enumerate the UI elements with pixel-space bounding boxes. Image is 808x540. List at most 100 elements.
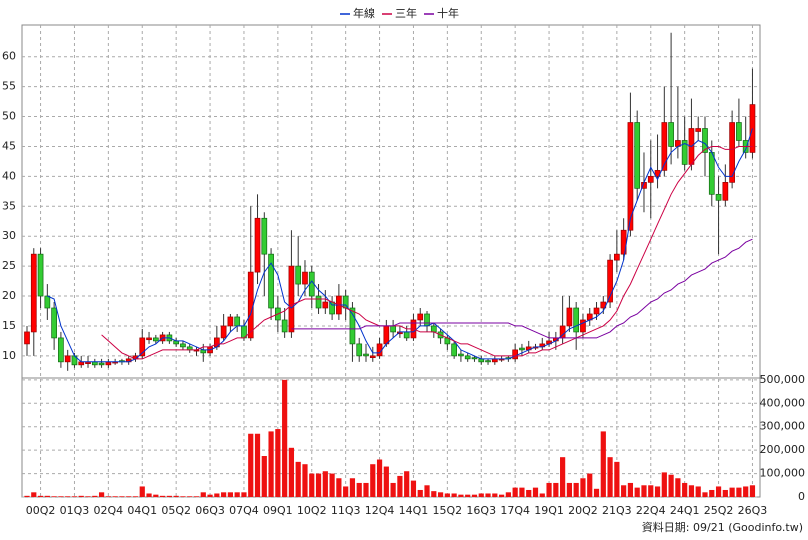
y-tick-label: 60 (2, 50, 16, 63)
candle-body (695, 128, 702, 132)
candle-body (485, 360, 491, 363)
volume-bar (227, 492, 233, 497)
volume-bar (343, 486, 349, 497)
volume-bar (560, 457, 566, 497)
legend: 年線 三年 十年 (340, 6, 459, 20)
plot-frame (21, 24, 761, 498)
y-tick-label: 20 (2, 289, 16, 302)
volume-bar (512, 487, 518, 497)
volume-bar (715, 486, 722, 497)
volume-bar (553, 482, 559, 497)
volume-bar (309, 473, 315, 497)
candle-body (180, 343, 186, 348)
x-tick-label: 17Q4 (500, 504, 530, 517)
candle-body (37, 253, 44, 297)
volume-bar (153, 494, 159, 497)
candle-body (458, 353, 464, 357)
candle-body (24, 331, 30, 345)
candle-body (139, 337, 146, 357)
volume-bar (261, 456, 267, 497)
candle-body (417, 313, 424, 321)
volume-bar (444, 493, 450, 497)
x-tick-label: 22Q4 (636, 504, 666, 517)
volume-bar (410, 480, 417, 497)
candle-body (227, 316, 234, 327)
candle-body (295, 265, 302, 285)
y-tick-label: 55 (2, 80, 16, 93)
volume-bar (105, 496, 111, 497)
x-tick-label: 24Q1 (670, 504, 700, 517)
volume-bar (431, 491, 437, 497)
volume-bar (275, 429, 281, 497)
volume-bar (682, 482, 688, 497)
candle-body (573, 307, 580, 333)
volume-bar (51, 496, 57, 497)
volume-bar (478, 493, 484, 497)
candle-body (702, 128, 708, 153)
x-tick-label: 16Q3 (466, 504, 496, 517)
candle-body (512, 349, 519, 360)
candle-body (356, 343, 363, 357)
volume-bar (709, 489, 715, 497)
ma-line (101, 146, 753, 360)
candle-body (580, 319, 586, 333)
volume-bar (641, 485, 647, 497)
volume-bar (119, 496, 125, 497)
volume-bar (336, 478, 342, 497)
candle-body (342, 295, 349, 309)
volume-bar (519, 487, 525, 497)
candle-body (424, 313, 430, 327)
volume-bar (566, 482, 572, 497)
legend-label: 年線 (353, 6, 375, 20)
volume-bar (180, 496, 186, 497)
candle-body (634, 122, 641, 189)
legend-label: 三年 (395, 6, 417, 20)
candle-body (451, 343, 457, 357)
volume-bar (573, 482, 579, 497)
candle-body (471, 357, 478, 360)
source-note: 資料日期: 09/21 (Goodinfo.tw) (642, 520, 803, 534)
candle-body (44, 295, 51, 309)
x-tick-label: 26Q3 (738, 504, 768, 517)
y2-tick-label: 400,000 (760, 396, 806, 409)
y-tick-label: 10 (2, 349, 16, 362)
volume-bar (85, 496, 91, 497)
volume-bar (322, 471, 328, 497)
volume-bar (92, 495, 98, 497)
volume-bar (254, 433, 261, 497)
volume-bar (24, 495, 30, 497)
volume-bar (315, 473, 322, 497)
x-tick-label: 01Q3 (60, 504, 90, 517)
volume-bar (397, 475, 403, 497)
volume-bar (621, 485, 627, 497)
volume-bar (404, 471, 410, 497)
candle-body (58, 337, 64, 363)
candle-body (247, 271, 254, 339)
volume-bar (627, 482, 634, 497)
candle-body (566, 307, 573, 327)
volume-bar (234, 492, 240, 497)
x-tick-label: 25Q2 (704, 504, 734, 517)
candle-body (681, 140, 688, 165)
candle-body (146, 337, 152, 341)
volume-bar (722, 489, 728, 497)
volume-bar (207, 494, 213, 497)
volume-bar (356, 482, 362, 497)
y2-tick-label: 100,000 (760, 467, 806, 480)
candle-body (152, 337, 159, 342)
volume-bar (160, 495, 166, 497)
candle-body (729, 122, 735, 183)
volume-bar (44, 495, 50, 497)
volume-bar (539, 493, 545, 497)
x-tick-label: 11Q3 (331, 504, 361, 517)
volume-bar (499, 494, 505, 497)
candle-body (464, 355, 471, 360)
volume-bar (376, 459, 383, 497)
x-tick-label: 00Q2 (26, 504, 56, 517)
volume-bar (702, 492, 708, 497)
y-tick-label: 25 (2, 259, 16, 272)
volume-bar (31, 492, 37, 497)
volume-bar (437, 492, 444, 497)
y-tick-label: 35 (2, 199, 16, 212)
candle-body (64, 355, 71, 363)
